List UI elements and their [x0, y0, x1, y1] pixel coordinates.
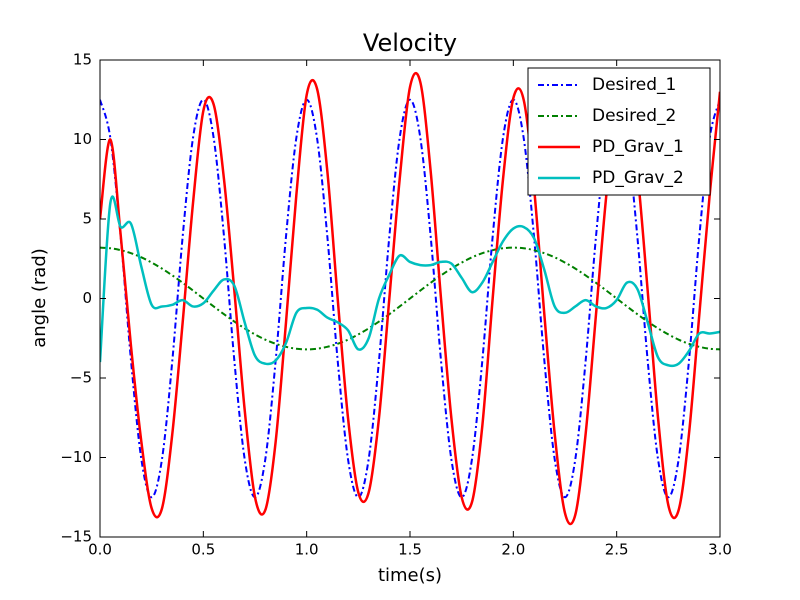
series-line [100, 195, 720, 368]
y-tick-label: 10 [73, 130, 92, 148]
y-tick-label: 0 [82, 289, 92, 307]
y-tick-label: 15 [73, 51, 92, 69]
series-line [100, 246, 720, 351]
x-tick-label: 0.0 [88, 541, 112, 559]
legend: Desired_1 Desired_2 PD_Grav_1 PD_Grav_2 [527, 67, 711, 196]
x-axis-label: time(s) [378, 565, 442, 586]
y-tick-label: −15 [60, 528, 92, 546]
x-tick-label: 0.5 [191, 541, 215, 559]
legend-label: Desired_2 [592, 106, 676, 126]
y-tick-label: 5 [82, 210, 92, 228]
x-tick-label: 2.0 [501, 541, 525, 559]
y-tick-label: −10 [60, 448, 92, 466]
x-tick-label: 1.5 [398, 541, 422, 559]
chart-title: Velocity [363, 29, 457, 57]
y-tick-label: −5 [70, 369, 92, 387]
legend-label: PD_Grav_2 [592, 168, 684, 188]
x-tick-label: 1.0 [295, 541, 319, 559]
legend-label: Desired_1 [592, 75, 676, 95]
legend-box [527, 67, 711, 196]
series-line [100, 98, 720, 499]
y-axis-label: angle (rad) [29, 248, 50, 348]
x-tick-label: 2.5 [605, 541, 629, 559]
x-tick-label: 3.0 [708, 541, 732, 559]
legend-label: PD_Grav_1 [592, 137, 684, 157]
